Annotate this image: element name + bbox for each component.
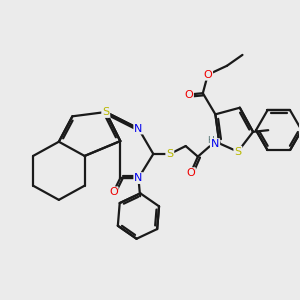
Text: N: N	[134, 124, 142, 134]
Text: S: S	[102, 107, 109, 117]
Text: O: O	[109, 187, 118, 197]
Text: S: S	[234, 147, 242, 157]
Text: O: O	[186, 168, 195, 178]
Text: H: H	[207, 136, 214, 145]
Text: O: O	[203, 70, 212, 80]
Text: O: O	[184, 89, 193, 100]
Text: S: S	[166, 149, 173, 159]
Text: N: N	[134, 173, 142, 183]
Text: N: N	[211, 139, 219, 149]
